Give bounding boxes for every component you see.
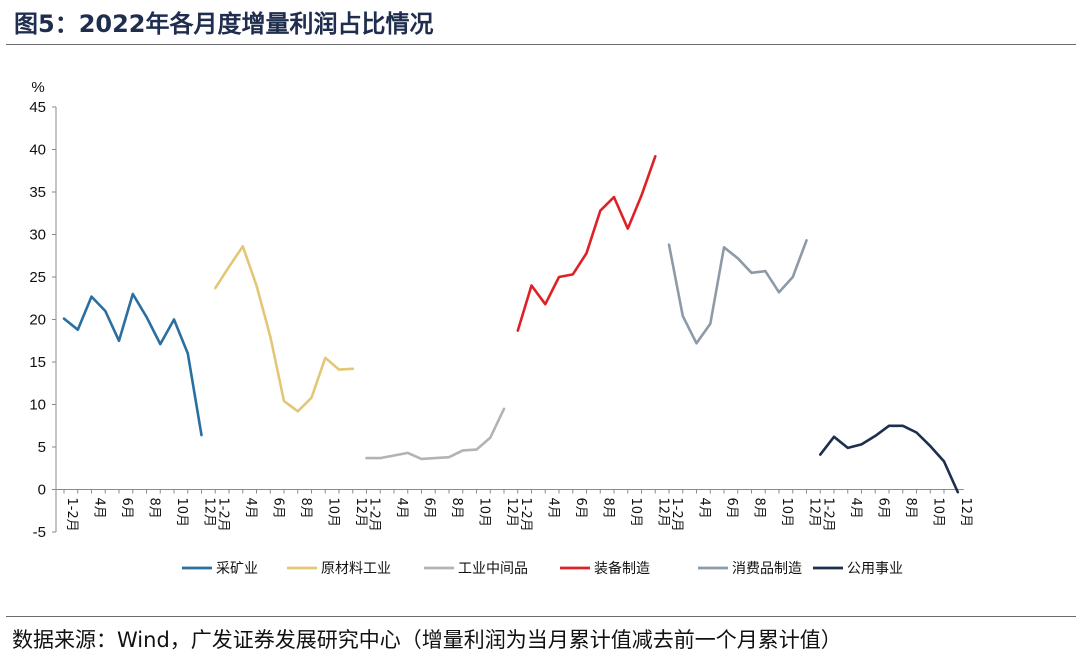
y-tick-label: 5 <box>38 439 46 456</box>
legend-label: 工业中间品 <box>458 561 528 577</box>
x-tick-label: 1-2月 <box>518 498 533 532</box>
x-tick-label: 4月 <box>394 498 409 519</box>
x-tick-label: 12月 <box>655 498 670 528</box>
x-tick-label: 1-2月 <box>669 498 684 532</box>
legend-label: 原材料工业 <box>321 561 391 577</box>
x-tick-label: 10月 <box>779 498 794 528</box>
y-tick-label: 30 <box>29 227 46 244</box>
x-tick-label: 8月 <box>449 498 464 519</box>
x-tick-label: 4月 <box>92 498 107 519</box>
x-tick-label: 12月 <box>958 498 973 528</box>
y-tick-label: -5 <box>33 524 46 541</box>
y-tick-label: 25 <box>29 269 46 286</box>
title-divider <box>6 44 1076 45</box>
x-tick-label: 12月 <box>504 498 519 528</box>
series-line-2 <box>214 245 355 413</box>
y-tick-label: 15 <box>29 354 46 371</box>
series-line-5 <box>667 239 808 345</box>
x-tick-label: 12月 <box>353 498 368 528</box>
x-tick-label: 1-2月 <box>367 498 382 532</box>
series-line-1 <box>62 292 203 437</box>
x-tick-label: 10月 <box>325 498 340 528</box>
y-axis-unit: % <box>31 79 44 96</box>
x-tick-label: 6月 <box>422 498 437 519</box>
x-tick-label: 10月 <box>477 498 492 528</box>
series-line-4 <box>516 155 657 332</box>
y-tick-label: 10 <box>29 397 46 414</box>
x-tick-label: 6月 <box>573 498 588 519</box>
y-tick-label: 20 <box>29 312 46 329</box>
x-tick-label: 4月 <box>848 498 863 519</box>
data-source-note: 数据来源：Wind，广发证券发展研究中心（增量利润为当月累计值减去前一个月累计值… <box>12 628 842 652</box>
x-tick-label: 6月 <box>119 498 134 519</box>
series-line-6 <box>818 424 960 494</box>
x-tick-label: 4月 <box>545 498 560 519</box>
legend-label: 消费品制造 <box>732 561 802 577</box>
x-tick-label: 6月 <box>875 498 890 519</box>
x-tick-label: 1-2月 <box>820 498 835 532</box>
x-tick-label: 8月 <box>298 498 313 519</box>
x-tick-label: 8月 <box>600 498 615 519</box>
page-title: 图5：2022年各月度增量利润占比情况 <box>14 10 434 38</box>
x-tick-label: 8月 <box>147 498 162 519</box>
x-tick-label: 6月 <box>724 498 739 519</box>
legend-label: 公用事业 <box>847 561 903 577</box>
legend-label: 采矿业 <box>216 561 258 577</box>
y-tick-label: 40 <box>29 142 46 159</box>
x-tick-label: 10月 <box>930 498 945 528</box>
x-tick-label: 10月 <box>628 498 643 528</box>
x-tick-label: 12月 <box>807 498 822 528</box>
x-tick-label: 1-2月 <box>215 498 230 532</box>
x-tick-label: 6月 <box>270 498 285 519</box>
x-tick-label: 8月 <box>752 498 767 519</box>
x-tick-label: 1-2月 <box>64 498 79 532</box>
y-tick-label: 35 <box>29 184 46 201</box>
source-divider <box>6 616 1076 617</box>
y-tick-label: 0 <box>38 482 46 499</box>
y-tick-label: 45 <box>29 99 46 116</box>
series-line-3 <box>365 407 506 461</box>
x-tick-label: 4月 <box>697 498 712 519</box>
legend-label: 装备制造 <box>594 560 650 577</box>
x-tick-label: 4月 <box>243 498 258 519</box>
x-tick-label: 8月 <box>903 498 918 519</box>
x-tick-label: 12月 <box>202 498 217 528</box>
x-tick-label: 10月 <box>174 498 189 528</box>
